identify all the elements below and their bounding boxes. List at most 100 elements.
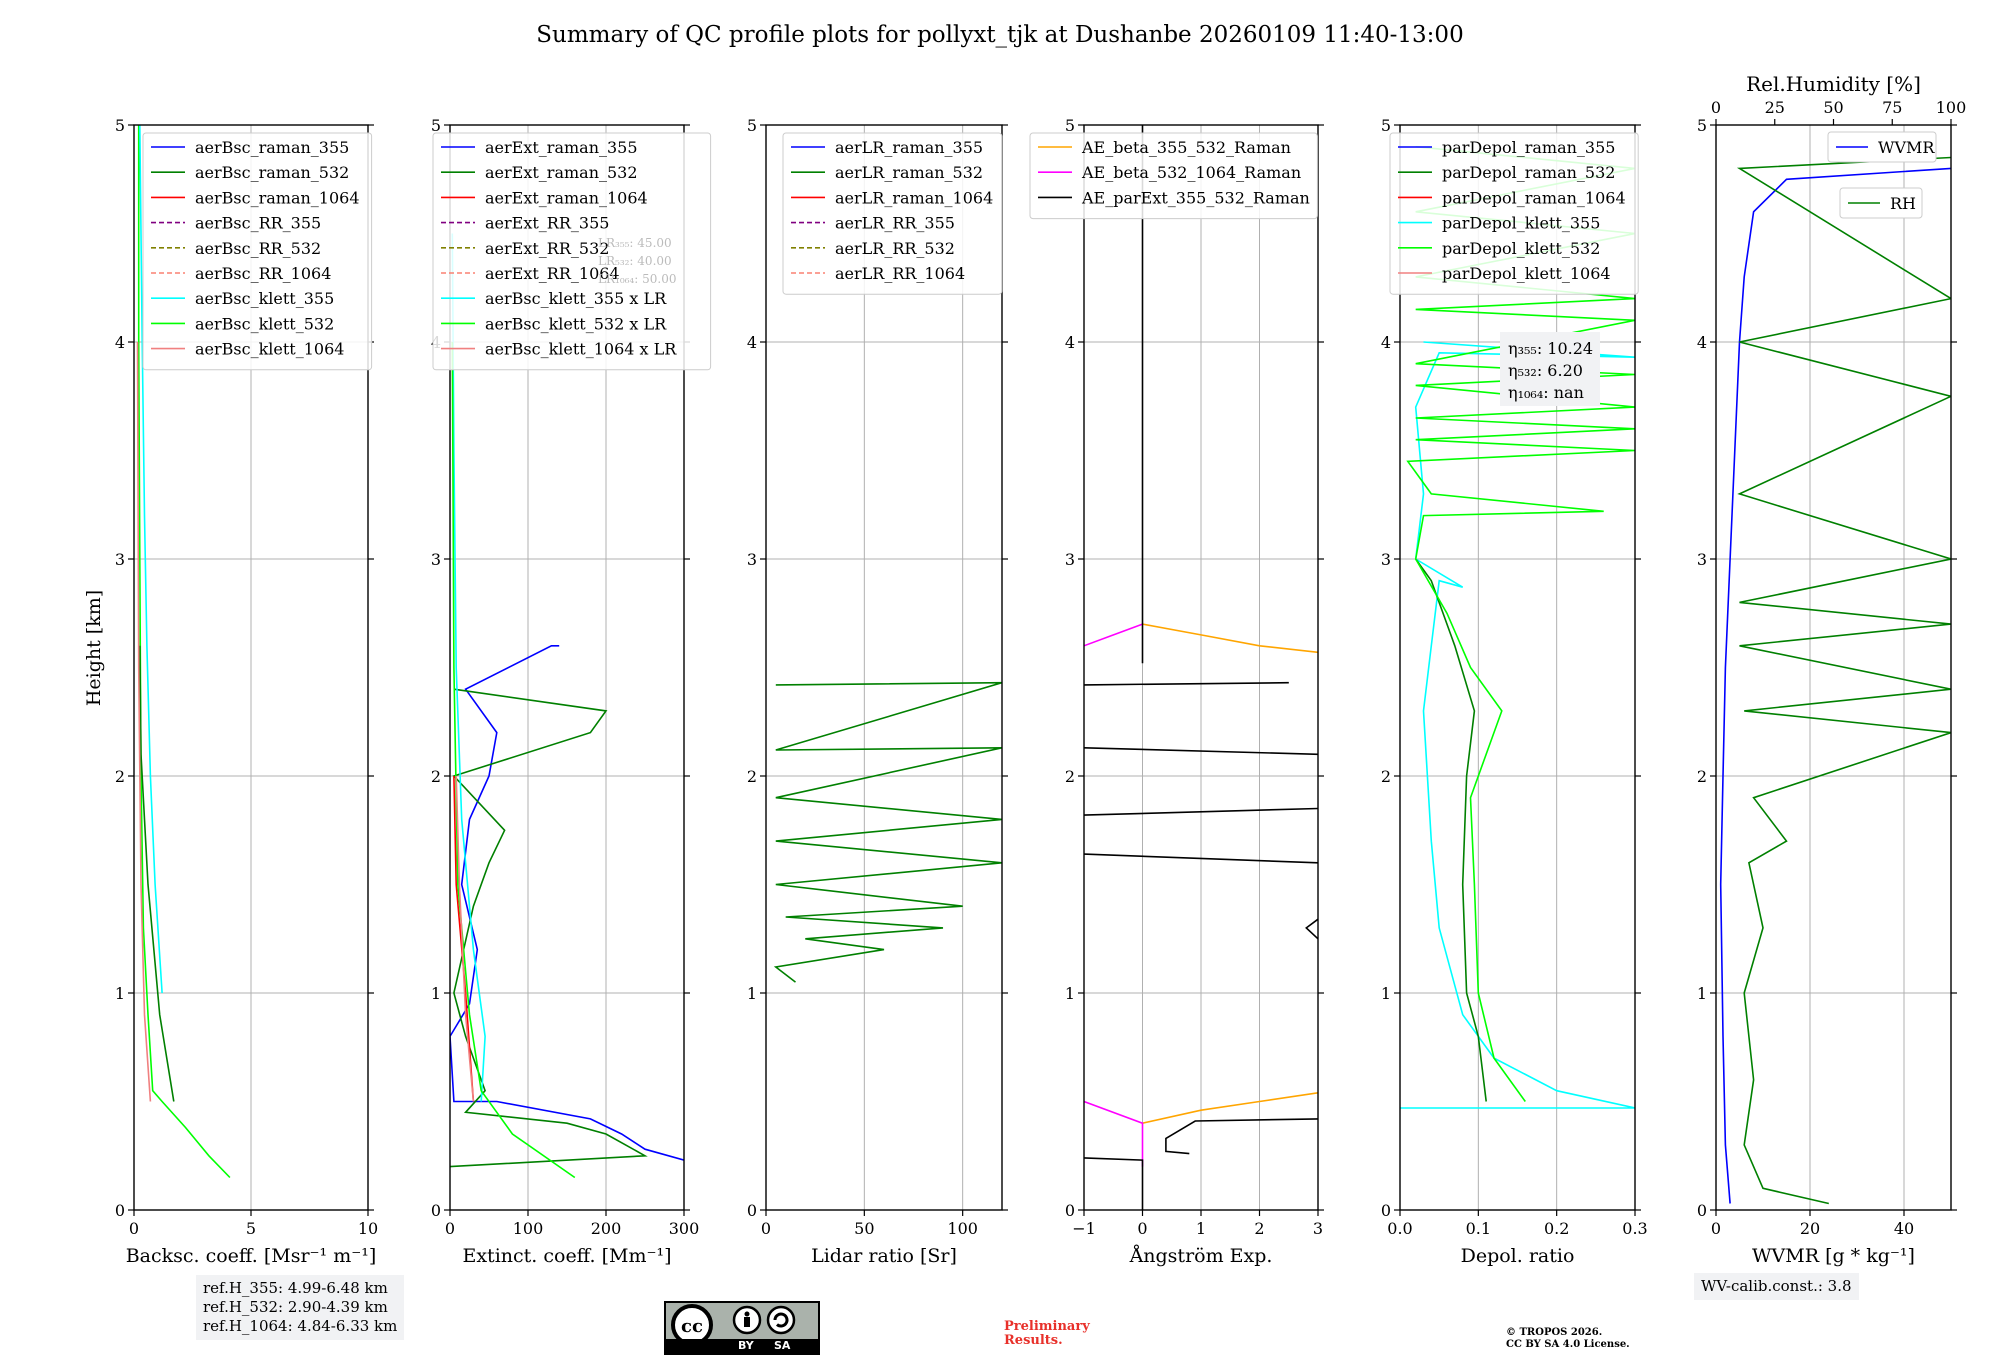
- x-tick-label: 0: [445, 1219, 455, 1238]
- legend-label: aerExt_RR_355: [485, 214, 609, 233]
- x-axis-label-lr: Lidar ratio [Sr]: [811, 1245, 957, 1267]
- series-line-aerext-raman-1064: [453, 775, 475, 1102]
- series-line-aerbsc-klett-532: [137, 125, 231, 1179]
- y-tick-label: 3: [1697, 550, 1707, 569]
- axes-frame: [1715, 124, 1952, 1211]
- panel-bsc: 0 5 10 0 1 2 3 4 5 Backsc. coeff. [Msr⁻¹ m⁻¹] aerB…: [115, 116, 378, 1267]
- legend-label: AE_beta_355_532_Raman: [1081, 138, 1291, 157]
- axes-frame: [765, 124, 1003, 1211]
- wv-calib-const: WV-calib.const.: 3.8: [1701, 1277, 1852, 1295]
- svg-text:cc: cc: [681, 1316, 703, 1337]
- series-line-aerbsc-klett-1064: [136, 341, 152, 1102]
- x-tick-label: 50: [854, 1219, 874, 1238]
- x2-tick-label: 25: [1765, 98, 1785, 117]
- series-line-aerext-raman-355: [450, 645, 684, 1161]
- y-tick-label: 3: [115, 550, 125, 569]
- panel-wv: 0 20 40 0 1 2 3 4 5 WVMR [g * kg⁻¹] 0 25 50 75 100 Rel.…: [1697, 72, 1966, 1267]
- legend-label: aerBsc_klett_355: [195, 289, 334, 308]
- series-line-ae-beta-532-1064-raman: [1084, 1100, 1144, 1167]
- y-tick-label: 0: [115, 1201, 125, 1220]
- legend-label: aerLR_raman_355: [835, 138, 983, 157]
- x-tick-label: −1: [1072, 1219, 1096, 1238]
- legend-label: aerBsc_raman_1064: [195, 188, 360, 207]
- legend-label: WVMR: [1878, 138, 1935, 157]
- series-line-ae-parext-355-532-raman: [1084, 853, 1318, 864]
- series-line-aerbsc-klett-532-x-lr: [451, 341, 576, 1179]
- wv-calib-box: WV-calib.const.: 3.8: [1694, 1273, 1859, 1300]
- x-tick-label: 5: [246, 1219, 256, 1238]
- legend-label: aerLR_raman_1064: [835, 188, 993, 207]
- eta-label: η₁₀₆₄: nan: [1508, 383, 1584, 402]
- legend-label: parDepol_raman_532: [1442, 163, 1615, 182]
- x-tick-label: 40: [1894, 1219, 1914, 1238]
- y-tick-label: 2: [431, 767, 441, 786]
- eta-box: [1500, 332, 1600, 406]
- y-tick-label: 5: [747, 116, 757, 135]
- legend-ae: AE_beta_355_532_Raman AE_beta_532_1064_Ra…: [1029, 132, 1318, 220]
- legend-label: parDepol_klett_532: [1442, 239, 1600, 258]
- cc-license-badge: cc BY SA: [664, 1301, 820, 1355]
- y-tick-label: 5: [115, 116, 125, 135]
- x2-tick-label: 0: [1711, 98, 1721, 117]
- copyright-line-1: © TROPOS 2026.: [1506, 1327, 1603, 1338]
- x-tick-label: 3: [1313, 1219, 1323, 1238]
- legend-label: AE_parExt_355_532_Raman: [1081, 188, 1310, 207]
- x2-axis-label: Rel.Humidity [%]: [1746, 72, 1921, 96]
- legend-label: aerBsc_klett_1064 x LR: [485, 340, 677, 359]
- x-axis-label-wv: WVMR [g * kg⁻¹]: [1752, 1245, 1915, 1267]
- x-axis-label-depol: Depol. ratio: [1461, 1245, 1575, 1267]
- series-line-wvmr: [1719, 167, 1951, 1204]
- x-tick-label: 20: [1800, 1219, 1820, 1238]
- y-tick-label: 2: [1381, 767, 1391, 786]
- cc-sa-label: SA: [774, 1339, 791, 1352]
- legend-depol: parDepol_raman_355 parDepol_raman_532 parD…: [1389, 132, 1639, 295]
- x-tick-label: 100: [947, 1219, 978, 1238]
- y-tick-label: 5: [1381, 116, 1391, 135]
- series-line-aerbsc-klett-1064-x-lr: [455, 775, 475, 1102]
- series-line-ae-beta-355-532-raman: [1142, 623, 1318, 654]
- panel-depol: 0.0 0.1 0.2 0.3 0 1 2 3 4 5 Depol. ratio parDepol_r…: [1381, 116, 1648, 1267]
- y-tick-label: 5: [431, 116, 441, 135]
- series-line-rh: [1736, 156, 1951, 1205]
- x-tick-label: 300: [669, 1219, 700, 1238]
- legend-label: aerExt_raman_355: [485, 138, 638, 157]
- ref-height-532: ref.H_532: 2.90-4.39 km: [203, 1298, 388, 1316]
- series-line-aerlr-raman-532: [773, 681, 1002, 983]
- series-line-ae-beta-355-532-raman: [1142, 1092, 1318, 1124]
- series-line-pardepol-klett-355: [1400, 341, 1635, 1109]
- y-tick-label: 4: [747, 333, 757, 352]
- legend-label: parDepol_klett_1064: [1442, 264, 1611, 283]
- y-tick-label: 0: [431, 1201, 441, 1220]
- y-tick-label: 3: [747, 550, 757, 569]
- preliminary-line-2: Results.: [1004, 1333, 1063, 1348]
- y-tick-label: 4: [1065, 333, 1075, 352]
- y-tick-label: 5: [1065, 116, 1075, 135]
- copyright-line-2: CC BY SA 4.0 License.: [1506, 1339, 1630, 1350]
- panel-lr: 0 50 100 0 1 2 3 4 5 Lidar ratio [Sr] aerLR_raman_…: [747, 116, 1008, 1267]
- x-tick-label: 0: [129, 1219, 139, 1238]
- legend-label: aerBsc_RR_532: [195, 239, 321, 258]
- copyright-note: © TROPOS 2026. CC BY SA 4.0 License.: [1506, 1327, 1630, 1351]
- x2-tick-label: 50: [1823, 98, 1843, 117]
- series-line-ae-parext-355-532-raman: [1084, 747, 1318, 756]
- lr-value-label: LR₅₃₂: 40.00: [598, 254, 672, 268]
- x-axis-label-ext: Extinct. coeff. [Mm⁻¹]: [462, 1245, 671, 1267]
- legend-label: aerLR_RR_532: [835, 239, 955, 258]
- legend-label: parDepol_raman_355: [1442, 138, 1615, 157]
- legend-label: parDepol_klett_355: [1442, 214, 1600, 233]
- y-tick-label: 3: [1065, 550, 1075, 569]
- eta-label: η₅₃₂: 6.20: [1508, 361, 1583, 380]
- y-tick-label: 4: [1697, 333, 1707, 352]
- sa-share-icon: [766, 1305, 796, 1335]
- legend-label: aerExt_raman_532: [485, 163, 638, 182]
- x-tick-label: 100: [513, 1219, 544, 1238]
- legend-label: aerBsc_klett_1064: [195, 340, 344, 359]
- y-tick-label: 2: [115, 767, 125, 786]
- x-tick-label: 0.0: [1387, 1219, 1412, 1238]
- legend-label: aerBsc_raman_355: [195, 138, 349, 157]
- y-tick-label: 1: [431, 984, 441, 1003]
- legend-lr: aerLR_raman_355 aerLR_raman_532 aerLR_rama…: [782, 132, 1003, 295]
- legend-label: aerLR_RR_1064: [835, 264, 965, 283]
- legend-label: aerBsc_klett_355 x LR: [485, 289, 667, 308]
- lr-value-label: LR₁₀₆₄: 50.00: [598, 272, 676, 286]
